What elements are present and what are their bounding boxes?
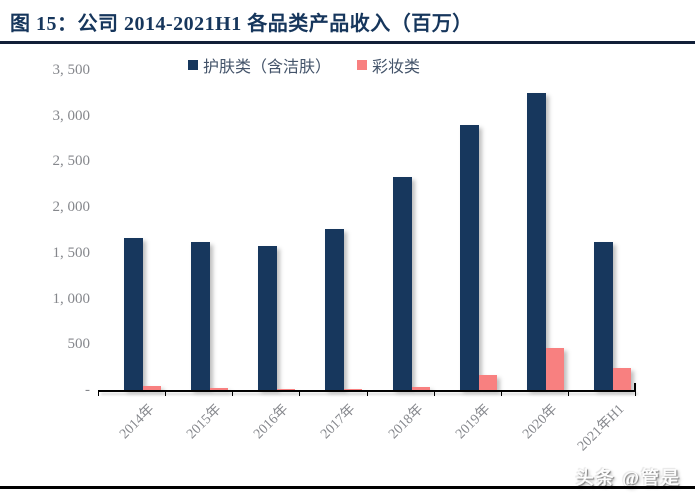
x-axis-tick <box>366 390 368 396</box>
bar-makeup-2017年 <box>344 388 363 390</box>
x-axis-tick <box>232 390 234 396</box>
x-axis-tick <box>98 390 99 396</box>
y-tick-label: - <box>85 382 90 398</box>
y-tick-label: 1, 500 <box>52 244 91 261</box>
watermark: 头条 @管是 <box>575 468 681 488</box>
y-tick-label: 3, 500 <box>52 62 91 78</box>
y-tick-label: 500 <box>67 336 91 353</box>
x-axis-tick <box>635 390 636 396</box>
bar-makeup-2020年 <box>545 348 564 390</box>
y-tick-label: 1, 000 <box>52 290 91 307</box>
bar-skincare-2019年 <box>459 124 479 390</box>
x-axis-shadow <box>101 393 638 395</box>
x-axis-tick <box>433 390 435 396</box>
title-divider <box>0 41 695 44</box>
legend-label-skincare: 护肤类（含洁肤） <box>203 59 332 76</box>
bar-makeup-2019年 <box>478 375 497 390</box>
bar-skincare-2020年 <box>526 92 546 390</box>
bottom-divider <box>0 486 695 489</box>
bar-skincare-2017年 <box>325 229 345 390</box>
bar-makeup-2015年 <box>210 388 229 390</box>
x-axis-tick <box>500 390 502 396</box>
skincare-swatch-icon <box>188 60 198 70</box>
bar-makeup-2016年 <box>277 389 296 390</box>
legend: 护肤类（含洁肤） 彩妆类 <box>188 53 420 77</box>
bar-skincare-2016年 <box>258 245 278 390</box>
y-tick-label: 2, 500 <box>52 153 91 170</box>
bar-skincare-2014年 <box>124 238 143 390</box>
bar-makeup-2018年 <box>411 387 430 390</box>
legend-label-makeup: 彩妆类 <box>372 59 421 76</box>
bar-makeup-2014年 <box>143 386 161 390</box>
x-axis-tick <box>299 390 301 396</box>
x-axis-tick <box>567 390 569 396</box>
legend-item-skincare: 护肤类（含洁肤） <box>188 53 331 77</box>
x-axis-tick <box>165 390 167 396</box>
bar-skincare-2018年 <box>392 176 412 390</box>
bar-makeup-2021年H1 <box>612 368 631 390</box>
makeup-swatch-icon <box>357 60 368 70</box>
x-axis-end-cap <box>634 383 636 391</box>
bar-skincare-2021年H1 <box>593 241 613 390</box>
legend-item-makeup: 彩妆类 <box>357 53 420 77</box>
y-tick-label: 2, 000 <box>52 199 91 216</box>
chart-title: 图 15：公司 2014-2021H1 各品类产品收入（百万） <box>10 13 473 35</box>
bar-skincare-2015年 <box>191 241 211 390</box>
y-tick-label: 3, 000 <box>52 107 91 124</box>
